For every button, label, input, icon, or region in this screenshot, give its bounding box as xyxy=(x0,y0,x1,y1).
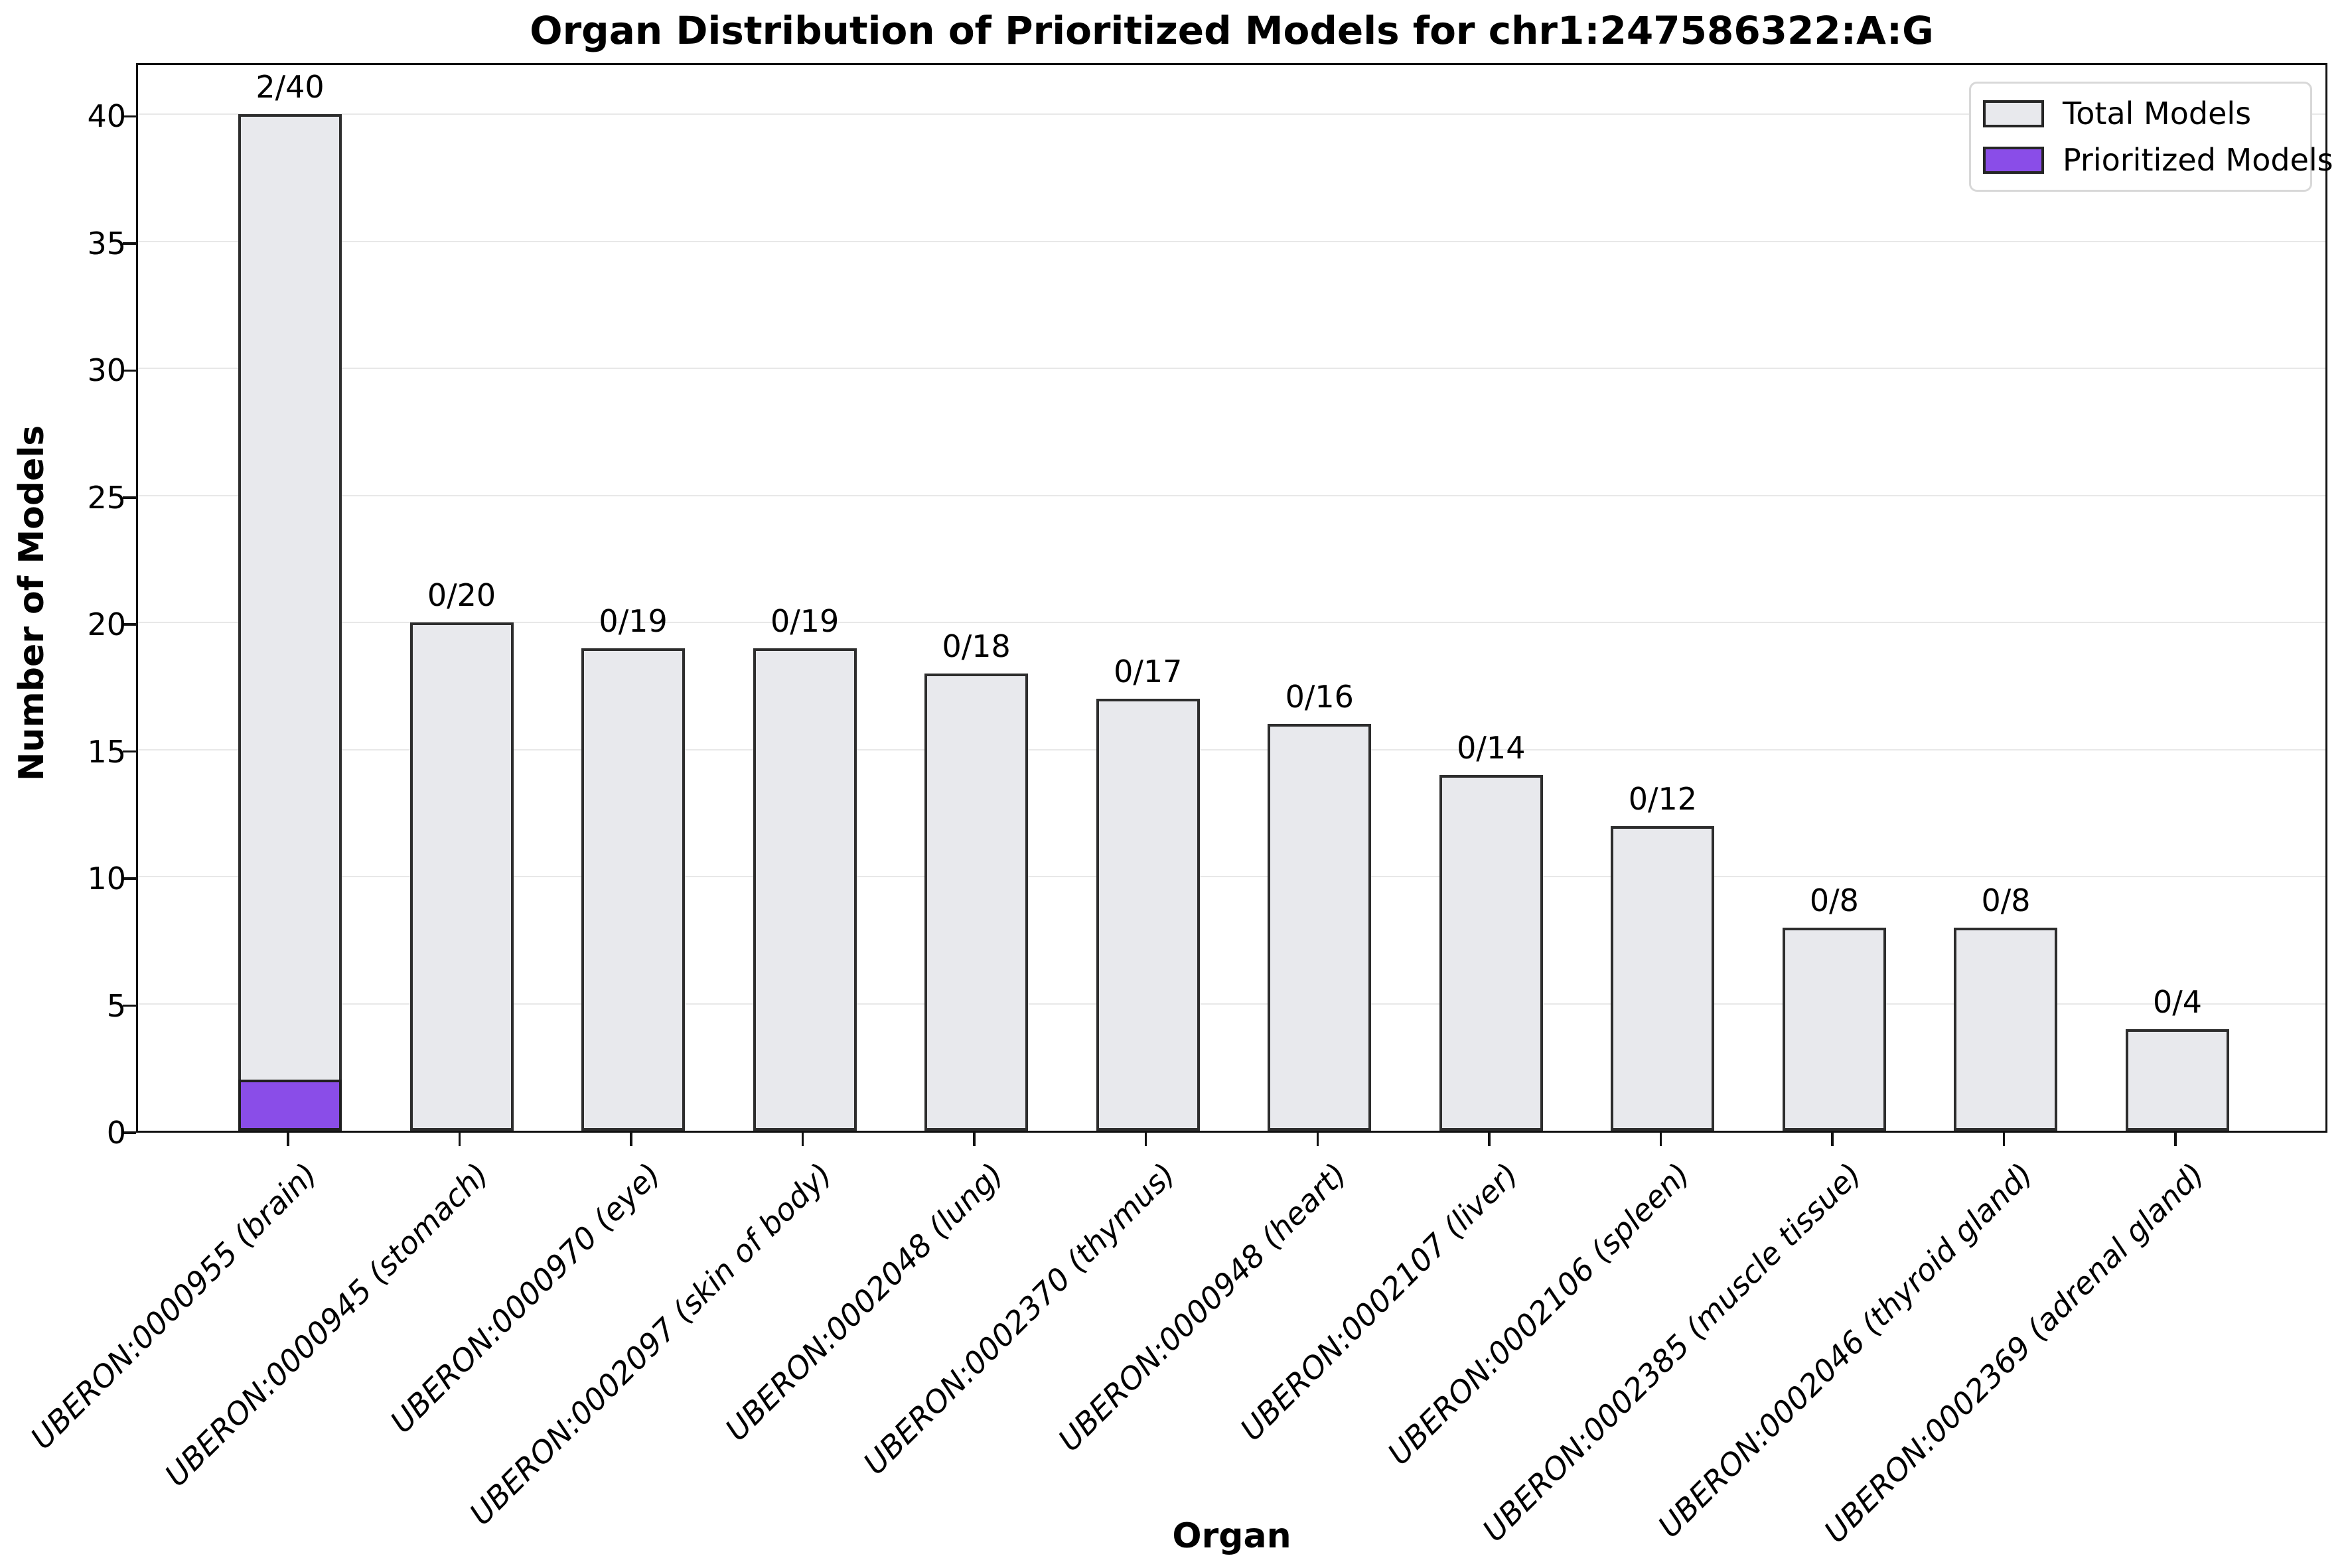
x-tick-mark-7 xyxy=(1488,1133,1491,1146)
bar-total-2 xyxy=(581,648,686,1131)
y-tick-mark-15 xyxy=(123,750,136,753)
y-tick-mark-10 xyxy=(123,877,136,880)
bar-total-9 xyxy=(1782,927,1886,1131)
bar-total-6 xyxy=(1268,724,1372,1131)
x-tick-label-3: UBERON:0002097 (skin of body) xyxy=(462,1156,839,1532)
total-models-swatch xyxy=(1983,100,2044,127)
y-tick-label-5: 5 xyxy=(106,987,126,1024)
legend-row-prioritized: Prioritized Models xyxy=(1983,142,2333,178)
x-tick-label-10: UBERON:0002046 (thyroid gland) xyxy=(1650,1156,2040,1545)
x-tick-mark-2 xyxy=(630,1133,632,1146)
x-tick-label-0: UBERON:0000955 (brain) xyxy=(23,1156,325,1457)
y-tick-label-20: 20 xyxy=(87,606,126,643)
x-tick-label-2: UBERON:0000970 (eye) xyxy=(383,1156,668,1441)
x-tick-mark-10 xyxy=(2002,1133,2006,1146)
bar-value-label-6: 0/16 xyxy=(1285,679,1354,715)
bar-total-8 xyxy=(1611,825,1715,1131)
y-tick-mark-40 xyxy=(123,115,136,118)
y-tick-label-25: 25 xyxy=(87,479,126,516)
x-tick-label-9: UBERON:0002385 (muscle tissue) xyxy=(1475,1156,1869,1549)
bar-value-label-1: 0/20 xyxy=(427,577,496,614)
chart-title: Organ Distribution of Prioritized Models… xyxy=(530,8,1934,53)
x-tick-mark-5 xyxy=(1144,1133,1147,1146)
x-tick-label-1: UBERON:0000945 (stomach) xyxy=(158,1156,496,1494)
x-tick-mark-11 xyxy=(2174,1133,2177,1146)
bar-total-4 xyxy=(924,673,1029,1131)
gridline-y-35 xyxy=(138,240,2325,242)
bar-value-label-3: 0/19 xyxy=(770,603,840,639)
x-tick-label-4: UBERON:0002048 (lung) xyxy=(718,1156,1011,1448)
y-tick-label-0: 0 xyxy=(106,1115,126,1151)
bar-prioritized-0 xyxy=(238,1080,342,1131)
bar-total-11 xyxy=(2126,1029,2229,1131)
bar-value-label-7: 0/14 xyxy=(1457,729,1526,766)
y-axis-label: Number of Models xyxy=(12,425,52,781)
x-tick-label-6: UBERON:0000948 (heart) xyxy=(1051,1156,1354,1459)
bar-value-label-8: 0/12 xyxy=(1628,780,1698,817)
gridline-y-10 xyxy=(138,876,2325,878)
gridline-y-30 xyxy=(138,368,2325,370)
bar-total-7 xyxy=(1439,774,1543,1131)
gridline-y-40 xyxy=(138,113,2325,115)
x-tick-label-7: UBERON:0002107 (liver) xyxy=(1233,1156,1526,1448)
bar-value-label-0: 2/40 xyxy=(256,69,325,106)
y-tick-label-40: 40 xyxy=(87,98,126,135)
y-tick-label-35: 35 xyxy=(87,225,126,261)
y-tick-mark-25 xyxy=(123,496,136,499)
x-tick-mark-1 xyxy=(458,1133,461,1146)
bar-total-0 xyxy=(238,114,342,1131)
gridline-y-25 xyxy=(138,494,2325,496)
x-tick-mark-8 xyxy=(1659,1133,1662,1146)
bar-value-label-11: 0/4 xyxy=(2152,983,2203,1020)
x-tick-label-8: UBERON:0002106 (spleen) xyxy=(1380,1156,1697,1472)
x-tick-mark-6 xyxy=(1316,1133,1319,1146)
legend-label-prioritized: Prioritized Models xyxy=(2063,142,2333,178)
x-tick-mark-0 xyxy=(287,1133,289,1146)
legend-row-total: Total Models xyxy=(1983,96,2294,131)
y-tick-mark-5 xyxy=(123,1004,136,1007)
bar-total-3 xyxy=(753,648,857,1131)
x-tick-mark-3 xyxy=(801,1133,804,1146)
y-tick-mark-35 xyxy=(123,242,136,245)
bar-value-label-2: 0/19 xyxy=(599,603,668,639)
y-tick-mark-20 xyxy=(123,623,136,626)
bar-value-label-10: 0/8 xyxy=(1981,882,2031,918)
y-tick-label-15: 15 xyxy=(87,733,126,770)
y-tick-label-30: 30 xyxy=(87,352,126,389)
bar-value-label-9: 0/8 xyxy=(1809,882,1859,918)
y-tick-mark-30 xyxy=(123,369,136,372)
x-tick-label-5: UBERON:0002370 (thymus) xyxy=(856,1156,1182,1482)
legend: Total Models Prioritized Models xyxy=(1969,82,2333,192)
gridline-y-20 xyxy=(138,622,2325,624)
bar-total-5 xyxy=(1096,699,1200,1131)
legend-label-total: Total Models xyxy=(2063,96,2252,131)
plot-area: 2/40 0/20 0/19 0/19 0/18 0/17 0/16 0/14 0/12 0/8 0… xyxy=(136,63,2327,1133)
bar-total-10 xyxy=(1954,927,2058,1131)
bar-total-1 xyxy=(409,622,514,1131)
gridline-y-5 xyxy=(138,1003,2325,1005)
gridline-y-15 xyxy=(138,748,2325,750)
x-tick-mark-4 xyxy=(973,1133,976,1146)
prioritized-models-swatch xyxy=(1983,146,2044,174)
x-axis-label: Organ xyxy=(1172,1516,1291,1556)
x-tick-label-11: UBERON:0002369 (adrenal gland) xyxy=(1817,1156,2212,1550)
y-tick-mark-0 xyxy=(123,1131,136,1134)
bar-value-label-5: 0/17 xyxy=(1114,654,1183,690)
bar-value-label-4: 0/18 xyxy=(942,628,1011,664)
x-tick-mark-9 xyxy=(1831,1133,1834,1146)
y-tick-label-10: 10 xyxy=(87,861,126,897)
